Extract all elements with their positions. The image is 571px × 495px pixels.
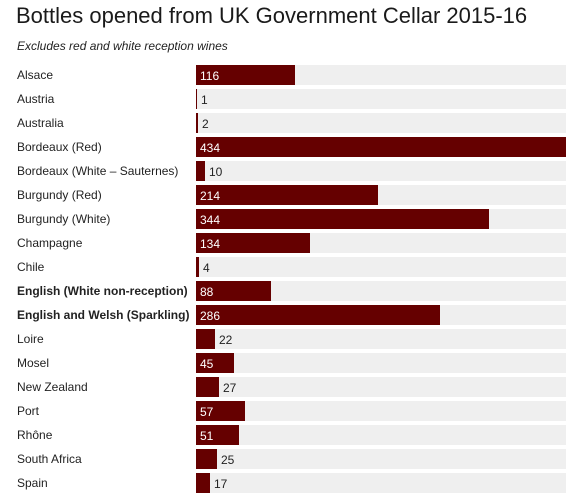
value-label: 22 — [219, 333, 233, 347]
bar — [196, 305, 440, 325]
bar-track: 45 — [196, 353, 566, 373]
category-label: Bordeaux (White – Sauternes) — [17, 164, 179, 178]
chart-title: Bottles opened from UK Government Cellar… — [16, 3, 528, 28]
bar-track: 286 — [196, 305, 566, 325]
bar — [196, 89, 197, 109]
bar — [196, 185, 378, 205]
bar — [196, 281, 271, 301]
bar-track: 134 — [196, 233, 566, 253]
bar-track: 116 — [196, 65, 566, 85]
category-label: Bordeaux (Red) — [17, 140, 102, 154]
value-label: 134 — [200, 237, 221, 251]
value-label: 4 — [203, 261, 210, 275]
bar-track: 2 — [196, 113, 566, 133]
bar — [196, 161, 205, 181]
bar-track: 10 — [196, 161, 566, 181]
bar-track: 88 — [196, 281, 566, 301]
bar — [196, 233, 310, 253]
value-label: 344 — [200, 213, 221, 227]
bar-track: 22 — [196, 329, 566, 349]
bar — [196, 65, 295, 85]
bar-track: 434 — [196, 137, 566, 157]
category-label: Loire — [17, 332, 44, 346]
category-label: Port — [17, 404, 40, 418]
bar-row-port: Port 57 — [0, 399, 571, 423]
category-label: Mosel — [17, 356, 50, 370]
bar-row-mosel: Mosel 45 — [0, 351, 571, 375]
category-label: English and Welsh (Sparkling) — [17, 308, 190, 322]
bar-track: 4 — [196, 257, 566, 277]
category-label: South Africa — [17, 452, 82, 466]
bar-row-english-white-non-reception: English (White non-reception) 88 — [0, 279, 571, 303]
bar — [196, 353, 234, 373]
value-label: 51 — [200, 429, 214, 443]
bar — [196, 137, 566, 157]
value-label: 17 — [214, 477, 228, 491]
bar-row-burgundy-red: Burgundy (Red) 214 — [0, 183, 571, 207]
bar-row-alsace: Alsace 116 — [0, 63, 571, 87]
bar — [196, 401, 245, 421]
bar-track: 344 — [196, 209, 566, 229]
value-label: 88 — [200, 285, 214, 299]
bar-row-spain: Spain 17 — [0, 471, 571, 495]
bar-track: 57 — [196, 401, 566, 421]
bar-track: 25 — [196, 449, 566, 469]
bar-track: 27 — [196, 377, 566, 397]
bar-row-rh-ne: Rhône 51 — [0, 423, 571, 447]
bar — [196, 257, 199, 277]
category-label: Chile — [17, 260, 45, 274]
bar — [196, 473, 210, 493]
bar — [196, 449, 217, 469]
bar-row-australia: Australia 2 — [0, 111, 571, 135]
bar-row-loire: Loire 22 — [0, 327, 571, 351]
bar-row-bordeaux-red: Bordeaux (Red) 434 — [0, 135, 571, 159]
bar — [196, 425, 239, 445]
bar-row-chile: Chile 4 — [0, 255, 571, 279]
bar — [196, 113, 198, 133]
bar — [196, 377, 219, 397]
value-label: 434 — [200, 141, 221, 155]
value-label: 2 — [202, 117, 209, 131]
category-label: Spain — [17, 476, 48, 490]
category-label: English (White non-reception) — [17, 284, 188, 298]
category-label: New Zealand — [17, 380, 88, 394]
value-label: 27 — [223, 381, 237, 395]
category-label: Austria — [17, 92, 55, 106]
value-label: 10 — [209, 165, 223, 179]
bar-track: 214 — [196, 185, 566, 205]
bar — [196, 209, 489, 229]
value-label: 25 — [221, 453, 235, 467]
bar-row-austria: Austria 1 — [0, 87, 571, 111]
category-label: Burgundy (White) — [17, 212, 111, 226]
bar-row-new-zealand: New Zealand 27 — [0, 375, 571, 399]
value-label: 1 — [201, 93, 208, 107]
bar-row-bordeaux-white-sauternes: Bordeaux (White – Sauternes) 10 — [0, 159, 571, 183]
bar-track: 51 — [196, 425, 566, 445]
value-label: 45 — [200, 357, 214, 371]
category-label: Champagne — [17, 236, 83, 250]
chart-subtitle: Excludes red and white reception wines — [17, 39, 228, 53]
bar-row-english-and-welsh-sparkling: English and Welsh (Sparkling) 286 — [0, 303, 571, 327]
bar-row-champagne: Champagne 134 — [0, 231, 571, 255]
category-label: Australia — [17, 116, 64, 130]
category-label: Alsace — [17, 68, 54, 82]
category-label: Burgundy (Red) — [17, 188, 102, 202]
value-label: 214 — [200, 189, 221, 203]
value-label: 286 — [200, 309, 221, 323]
bar-row-south-africa: South Africa 25 — [0, 447, 571, 471]
category-label: Rhône — [17, 428, 53, 442]
value-label: 57 — [200, 405, 214, 419]
value-label: 116 — [200, 69, 220, 83]
bar-track: 1 — [196, 89, 566, 109]
bar-rows: Alsace 116 Austria 1 Australia 2 Bordeaux (Red… — [0, 63, 571, 495]
bar — [196, 329, 215, 349]
bar-track: 17 — [196, 473, 566, 493]
bar-row-burgundy-white: Burgundy (White) 344 — [0, 207, 571, 231]
